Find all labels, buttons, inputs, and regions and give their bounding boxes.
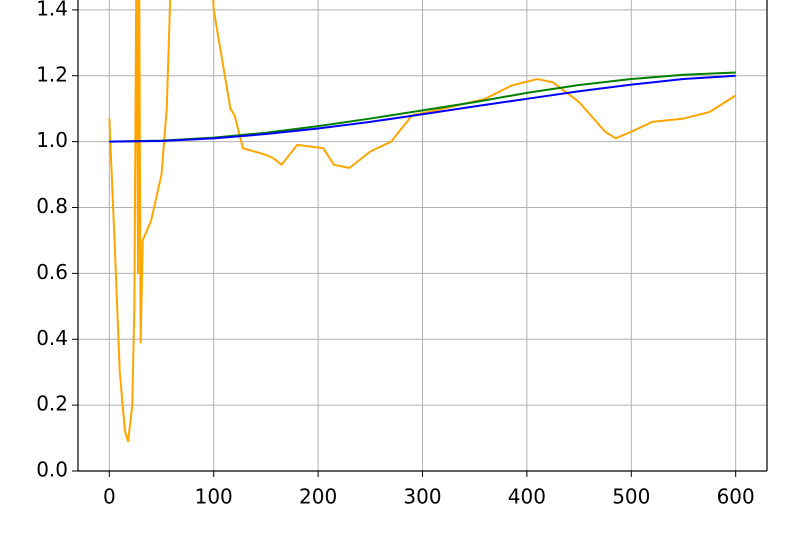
grid	[78, 0, 767, 472]
x-tick-label: 600	[717, 485, 755, 509]
y-tick-label: 0.4	[36, 326, 68, 350]
x-tick-label: 300	[403, 485, 441, 509]
x-tick-label: 400	[508, 485, 546, 509]
x-tick-label: 200	[299, 485, 337, 509]
y-tick-label: 0.2	[36, 392, 68, 416]
series-line	[108, 0, 737, 443]
x-tick-label: 100	[195, 485, 233, 509]
y-tick-label: 0.0	[36, 458, 68, 482]
y-tick-label: 1.4	[36, 0, 68, 20]
x-tick-label: 500	[612, 485, 650, 509]
series-line	[109, 74, 736, 143]
y-tick-label: 0.8	[36, 194, 68, 218]
y-tick-label: 0.6	[36, 260, 68, 284]
axes: 0 100 200 300 400 500 600 0.0 0.2 0.4 0.6 0.8 1.0 1.2…	[36, 0, 768, 509]
y-tick-label: 1.0	[36, 128, 68, 152]
plot-area	[108, 0, 737, 443]
x-tick-label: 0	[103, 485, 116, 509]
y-tick-label: 1.2	[36, 62, 68, 86]
